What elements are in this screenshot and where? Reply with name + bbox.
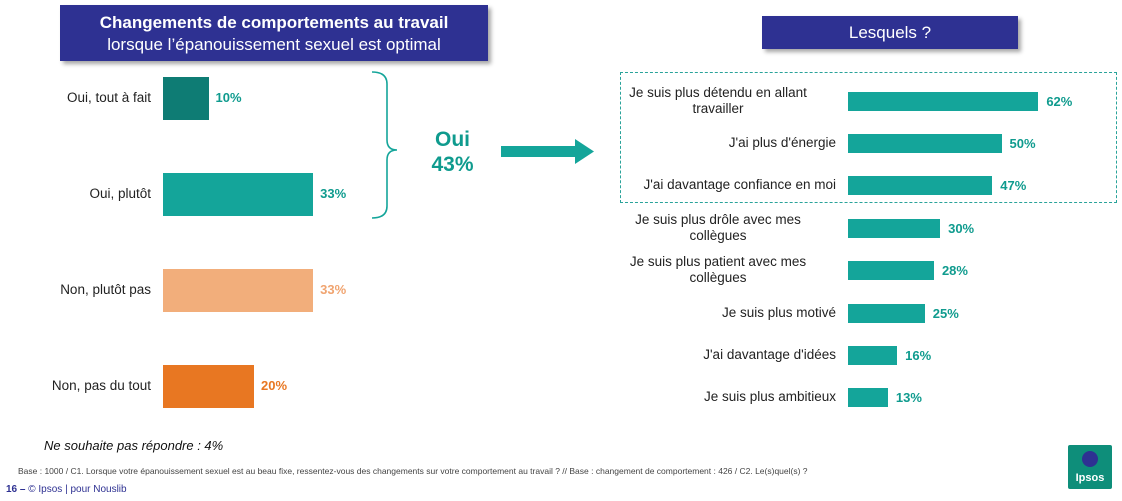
right-bar [848,91,1039,111]
left-chart-title: Changements de comportements au travail … [60,5,488,61]
left-value-label: 33% [320,282,347,297]
highlight-box [620,72,1117,203]
right-bar [848,175,993,195]
right-bar [848,218,941,238]
right-category-label: Je suis plus drôle avec mes collègues [600,212,836,244]
left-bar [163,268,314,312]
right-value-label: 30% [948,221,975,236]
summary-label: Oui [435,128,470,151]
left-category-label: Non, plutôt pas [60,282,151,297]
left-category-label: Oui, tout à fait [66,90,151,105]
right-category-label: J'ai davantage confiance en moi [600,177,836,193]
right-category-label: Je suis plus détendu en allant travailler [600,85,836,117]
right-bar [848,387,888,407]
left-category-label: Oui, plutôt [89,186,151,201]
right-category-label-line: J'ai plus d'énergie [728,135,836,150]
page-number: 16 – [6,484,26,495]
left-title-line1: Changements de comportements au travail [99,13,449,32]
right-bar [848,133,1002,153]
right-category-label-line: J'ai davantage d'idées [703,347,836,362]
right-value-label: 62% [1046,94,1073,109]
right-category-label: Je suis plus ambitieux [600,389,836,405]
logo-circle-icon [1082,451,1098,467]
left-title-line2: lorsque l’épanouissement sexuel est opti… [107,35,441,54]
right-value-label: 13% [895,390,922,405]
footer-text: © Ipsos | pour Nouslib [28,484,127,495]
oui-summary: Oui 43% [415,127,490,177]
right-category-label-line: Je suis plus motivé [721,305,836,320]
right-value-label: 50% [1009,136,1036,151]
summary-value: 43% [431,153,474,176]
right-category-label-line: J'ai davantage confiance en moi [643,177,836,192]
right-category-label-line: collègues [689,228,747,243]
left-bar [163,172,314,216]
logo-text: Ipsos [1075,472,1105,484]
left-bar [163,364,254,408]
right-category-label: Je suis plus patient avec mes collègues [600,254,836,286]
right-bar [848,260,934,280]
right-value-label: 28% [941,263,968,278]
left-value-label: 20% [261,378,288,393]
right-value-label: 47% [1000,178,1027,193]
ipsos-logo: Ipsos [1068,445,1112,489]
no-answer-note: Ne souhaite pas répondre : 4% [44,438,224,453]
right-value-label: 16% [905,348,932,363]
left-category-label: Non, pas du tout [51,378,151,393]
right-category-label-line: Je suis plus patient avec mes [629,254,807,269]
right-category-label-line: Je suis plus ambitieux [703,389,836,404]
right-category-label-line: Je suis plus détendu en allant [629,85,807,100]
right-chart-title: Lesquels ? [762,16,1018,49]
arrow-right-icon [501,139,594,164]
bracket-brace [371,71,398,219]
right-category-label: J'ai davantage d'idées [600,347,836,363]
base-note: Base : 1000 / C1. Lorsque votre épanouis… [18,466,808,476]
right-bar [848,303,925,323]
right-category-label-line: Je suis plus drôle avec mes [635,212,801,227]
right-category-label-line: travailler [692,101,744,116]
right-category-label: J'ai plus d'énergie [600,135,836,151]
right-category-label: Je suis plus motivé [600,305,836,321]
right-category-label-line: collègues [689,270,747,285]
right-bar [848,345,898,365]
right-value-label: 25% [932,306,959,321]
left-value-label: 33% [320,186,347,201]
left-value-label: 10% [215,90,242,105]
left-bar [163,76,209,120]
footer: 16 – © Ipsos | pour Nouslib [6,484,127,495]
